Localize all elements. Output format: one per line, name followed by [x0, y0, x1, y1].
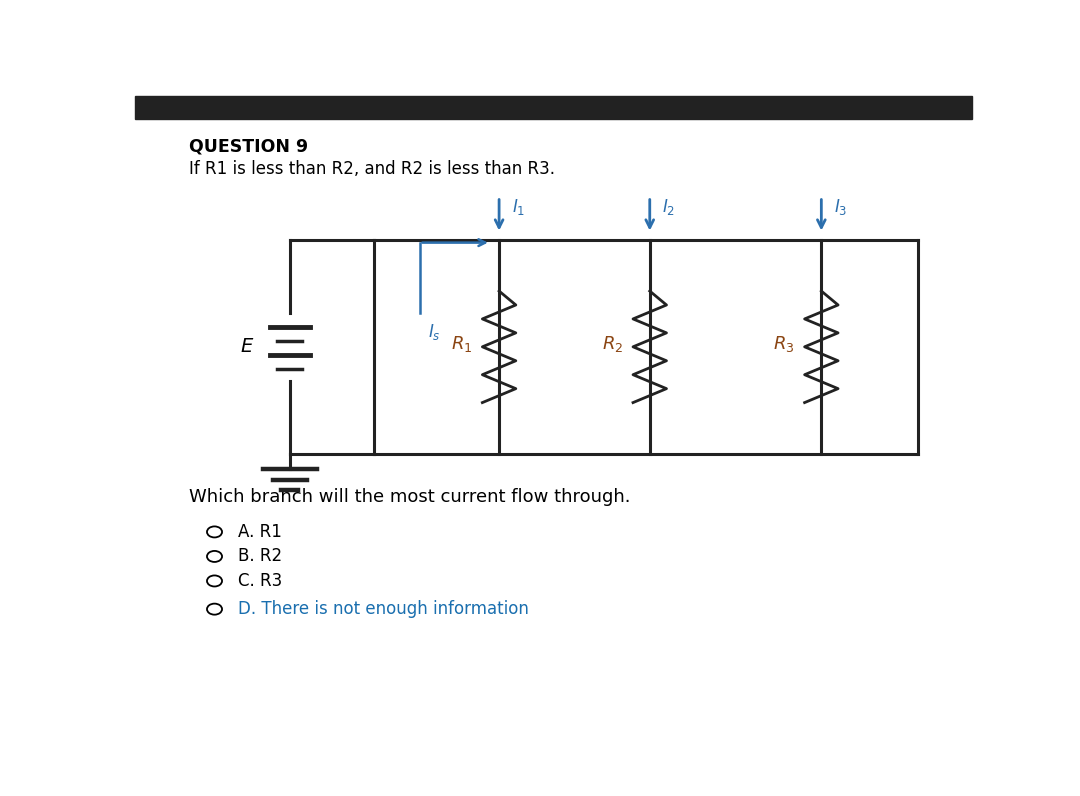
Text: QUESTION 9: QUESTION 9	[189, 137, 309, 155]
Text: C. R3: C. R3	[238, 572, 282, 590]
Text: $I_s$: $I_s$	[428, 322, 441, 342]
Text: A. R1: A. R1	[238, 523, 282, 541]
Text: Which branch will the most current flow through.: Which branch will the most current flow …	[189, 488, 631, 505]
Bar	[135, 96, 972, 119]
Text: $R_3$: $R_3$	[773, 334, 795, 353]
Text: $E$: $E$	[241, 338, 255, 357]
Text: B. R2: B. R2	[238, 548, 282, 565]
Text: If R1 is less than R2, and R2 is less than R3.: If R1 is less than R2, and R2 is less th…	[189, 160, 555, 178]
Text: $R_2$: $R_2$	[602, 334, 623, 353]
Text: $I_1$: $I_1$	[512, 197, 525, 217]
Text: $I_2$: $I_2$	[662, 197, 675, 217]
Text: $I_3$: $I_3$	[834, 197, 848, 217]
Text: D. There is not enough information: D. There is not enough information	[238, 600, 529, 618]
Text: $R_1$: $R_1$	[451, 334, 472, 353]
